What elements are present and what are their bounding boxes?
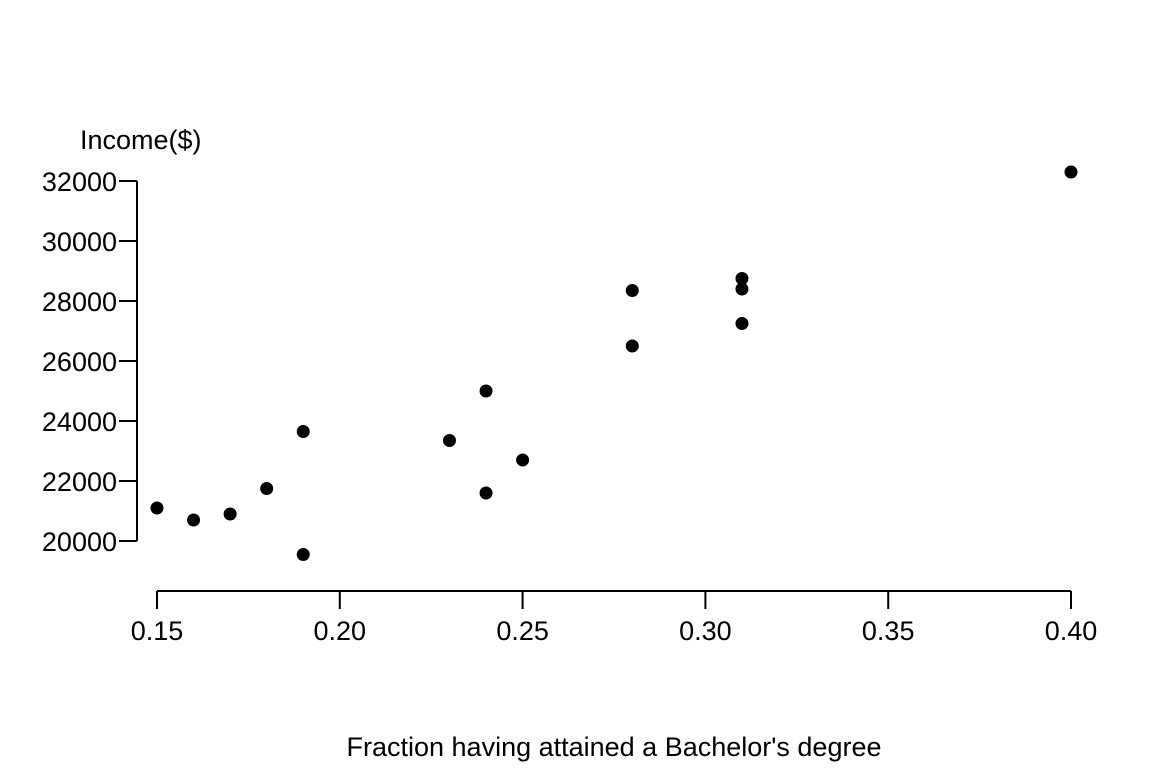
data-point <box>516 453 530 467</box>
y-tick-label: 24000 <box>42 407 117 437</box>
y-tick-label: 30000 <box>42 227 117 257</box>
data-point <box>625 339 639 353</box>
y-axis: 20000 22000 24000 26000 28000 30000 32000 <box>42 167 138 557</box>
data-point <box>625 284 639 297</box>
y-tick-label: 22000 <box>42 467 117 497</box>
data-point <box>187 513 201 527</box>
x-axis-title: Fraction having attained a Bachelor's de… <box>347 732 882 762</box>
x-tick-label: 0.25 <box>496 616 549 646</box>
data-point <box>223 507 237 521</box>
y-axis-title: Income($) <box>80 125 202 155</box>
data-point <box>442 434 456 447</box>
y-tick-label: 26000 <box>42 347 117 377</box>
data-point <box>296 548 310 561</box>
data-point <box>260 482 274 495</box>
data-point <box>735 282 749 296</box>
data-point <box>150 501 164 515</box>
x-tick-label: 0.35 <box>862 616 915 646</box>
data-point <box>1064 165 1078 179</box>
data-point <box>735 317 749 330</box>
data-points <box>150 165 1078 561</box>
y-tick-label: 20000 <box>42 527 117 557</box>
x-axis: 0.15 0.20 0.25 0.30 0.35 0.40 <box>131 590 1098 646</box>
x-tick-label: 0.30 <box>679 616 732 646</box>
x-tick-label: 0.40 <box>1045 616 1098 646</box>
data-point <box>479 486 493 500</box>
data-point <box>735 272 749 285</box>
y-tick-label: 32000 <box>42 167 117 197</box>
x-tick-label: 0.15 <box>131 616 184 646</box>
y-tick-label: 28000 <box>42 287 117 317</box>
x-tick-label: 0.20 <box>314 616 367 646</box>
data-point <box>479 384 493 398</box>
data-point <box>296 425 310 438</box>
